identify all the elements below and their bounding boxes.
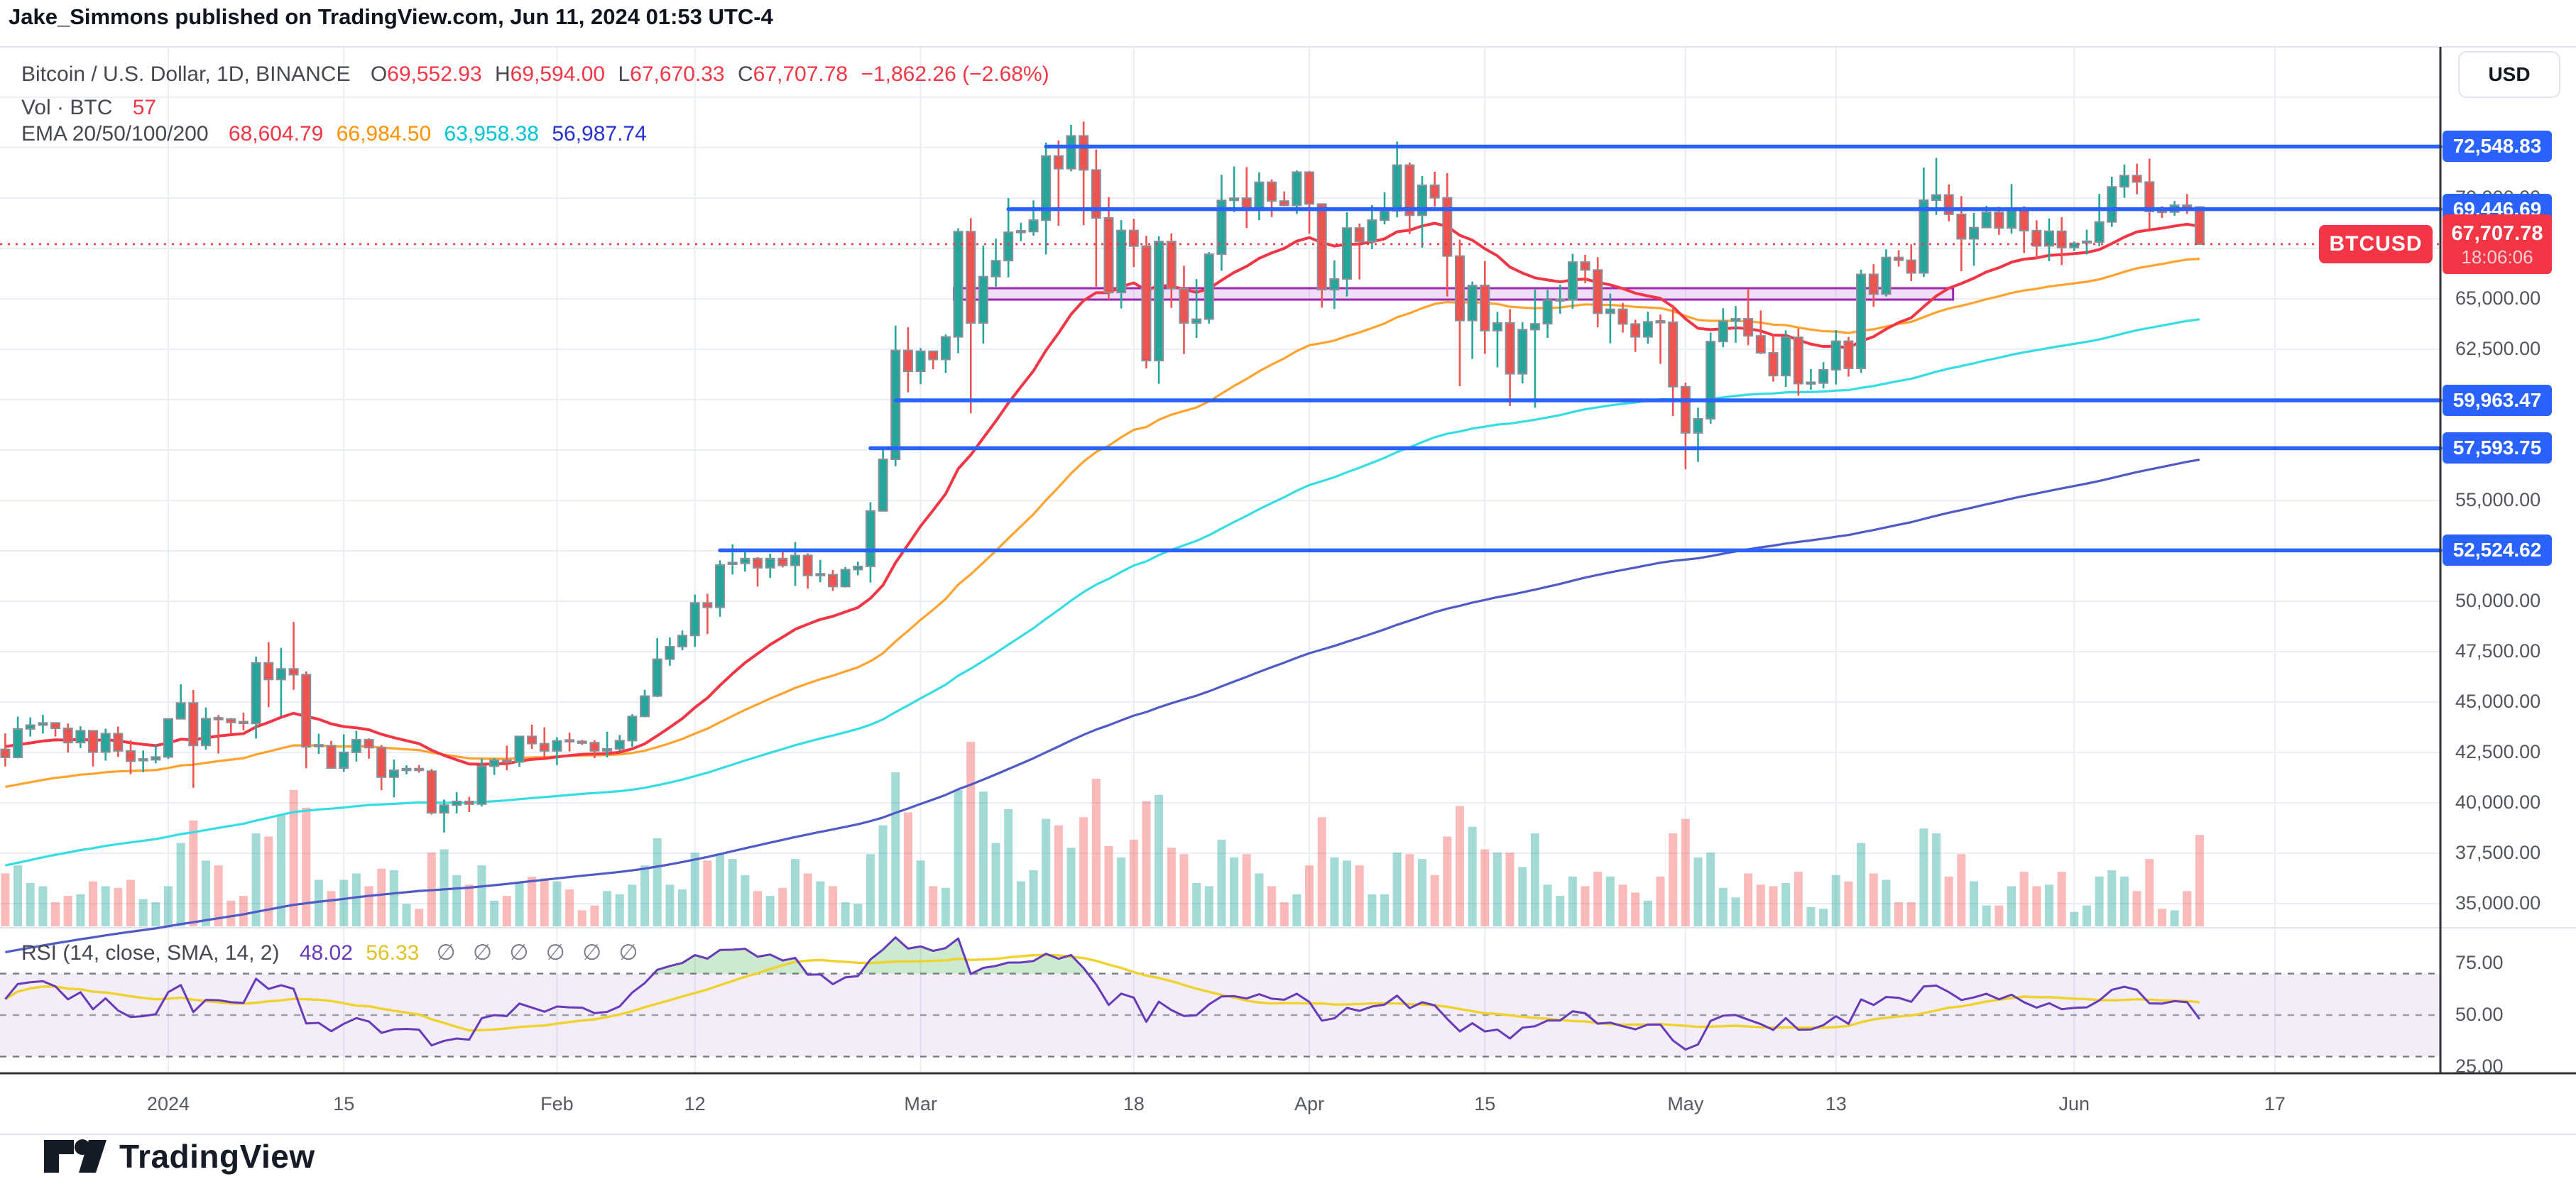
bar-countdown: 18:06:06 <box>2461 246 2533 268</box>
ema-legend-row[interactable]: EMA 20/50/100/200 68,604.79 66,984.50 63… <box>21 122 647 146</box>
time-tick-label[interactable]: 17 <box>2264 1093 2286 1114</box>
rsi-ma-value: 56.33 <box>366 941 420 965</box>
price-tick-label: 37,500.00 <box>2455 842 2541 864</box>
ohlc-high-value: 69,594.00 <box>510 62 606 86</box>
time-tick-label[interactable]: 18 <box>1123 1093 1145 1114</box>
last-price-value: 67,707.78 <box>2451 221 2543 245</box>
rsi-tick-label: 25.00 <box>2455 1056 2504 1077</box>
price-tick-label: 62,500.00 <box>2455 337 2541 359</box>
ema100-value: 63,958.38 <box>444 122 539 146</box>
ohlc-high-key: H <box>494 62 511 86</box>
price-level-tag: 52,524.62 <box>2443 535 2552 566</box>
change-value: −1,862.26 (−2.68%) <box>861 62 1049 86</box>
rsi-value: 48.02 <box>299 941 353 965</box>
rsi-empty-slot: ∅ <box>545 940 565 965</box>
time-tick-label[interactable]: 2024 <box>146 1093 190 1114</box>
time-tick-label[interactable]: Feb <box>540 1093 574 1114</box>
page-title: Jake_Simmons published on TradingView.co… <box>9 4 773 29</box>
ema50-value: 66,984.50 <box>336 122 432 146</box>
rsi-label: RSI (14, close, SMA, 14, 2) <box>21 941 280 965</box>
price-level-rays[interactable] <box>718 144 2443 553</box>
price-tick-label: 50,000.00 <box>2455 590 2541 612</box>
ema-label: EMA 20/50/100/200 <box>21 122 209 146</box>
symbol-price-tag: BTCUSD <box>2319 224 2433 263</box>
time-tick-label[interactable]: Jun <box>2058 1093 2090 1114</box>
rsi-empty-slot: ∅ <box>582 940 602 965</box>
time-tick-label[interactable]: Mar <box>904 1093 937 1114</box>
price-tick-label: 42,500.00 <box>2455 741 2541 763</box>
ema-100-line <box>5 318 2200 867</box>
tradingview-logo-text: TradingView <box>119 1138 315 1175</box>
rsi-tick-label: 50.00 <box>2455 1004 2504 1025</box>
time-tick-label[interactable]: 15 <box>333 1093 355 1114</box>
rsi-empty-slot: ∅ <box>618 940 638 965</box>
rsi-empty-slot: ∅ <box>473 940 493 965</box>
last-price-tag: 67,707.78 18:06:06 <box>2443 214 2552 274</box>
volume-label: Vol · BTC <box>21 96 113 119</box>
rsi-ma-line <box>4 953 2200 1032</box>
symbol-description: Bitcoin / U.S. Dollar, 1D, BINANCE <box>21 62 351 86</box>
price-level-tag: 72,548.83 <box>2443 131 2552 163</box>
price-tick-label: 35,000.00 <box>2455 892 2541 914</box>
price-tick-label: 47,500.00 <box>2455 640 2541 662</box>
time-tick-label[interactable]: 15 <box>1474 1093 1496 1114</box>
symbol-legend-row[interactable]: Bitcoin / U.S. Dollar, 1D, BINANCE O69,5… <box>21 62 1049 87</box>
rsi-empty-slot: ∅ <box>436 940 456 965</box>
ema200-value: 56,987.74 <box>552 122 647 146</box>
time-tick-label[interactable]: 13 <box>1825 1093 1847 1114</box>
price-tick-label: 55,000.00 <box>2455 489 2541 510</box>
price-tick-label: 65,000.00 <box>2455 287 2541 309</box>
ohlc-low-value: 67,670.33 <box>630 62 725 86</box>
time-tick-label[interactable]: May <box>1667 1093 1704 1114</box>
rsi-tick-label: 75.00 <box>2455 952 2504 973</box>
price-level-tag: 59,963.47 <box>2443 384 2552 416</box>
ohlc-open-value: 69,552.93 <box>387 62 482 86</box>
ohlc-open-key: O <box>370 62 388 86</box>
ohlc-close-value: 67,707.78 <box>753 62 848 86</box>
ema20-value: 68,604.79 <box>228 122 324 146</box>
rsi-empty-slot: ∅ <box>509 940 529 965</box>
rsi-line <box>4 936 2201 1051</box>
rsi-legend-row[interactable]: RSI (14, close, SMA, 14, 2) 48.02 56.33 … <box>21 940 638 965</box>
candlesticks <box>0 121 2205 833</box>
tradingview-logo-icon <box>44 1139 107 1173</box>
time-tick-label[interactable]: Apr <box>1294 1093 1325 1114</box>
tradingview-logo: TradingView <box>43 1137 315 1176</box>
ohlc-close-key: C <box>737 62 753 86</box>
currency-toggle-button[interactable]: USD <box>2458 51 2560 98</box>
ohlc-low-key: L <box>618 62 631 86</box>
volume-legend-row[interactable]: Vol · BTC 57 <box>21 96 156 120</box>
price-level-tag: 57,593.75 <box>2443 432 2552 464</box>
ema-20-line <box>5 221 2200 766</box>
ema-200-line <box>5 458 2200 953</box>
volume-value: 57 <box>132 96 157 119</box>
price-tick-label: 45,000.00 <box>2455 691 2541 713</box>
price-tick-label: 40,000.00 <box>2455 791 2541 813</box>
volume-bars <box>1 742 2204 926</box>
time-tick-label[interactable]: 12 <box>684 1093 706 1114</box>
